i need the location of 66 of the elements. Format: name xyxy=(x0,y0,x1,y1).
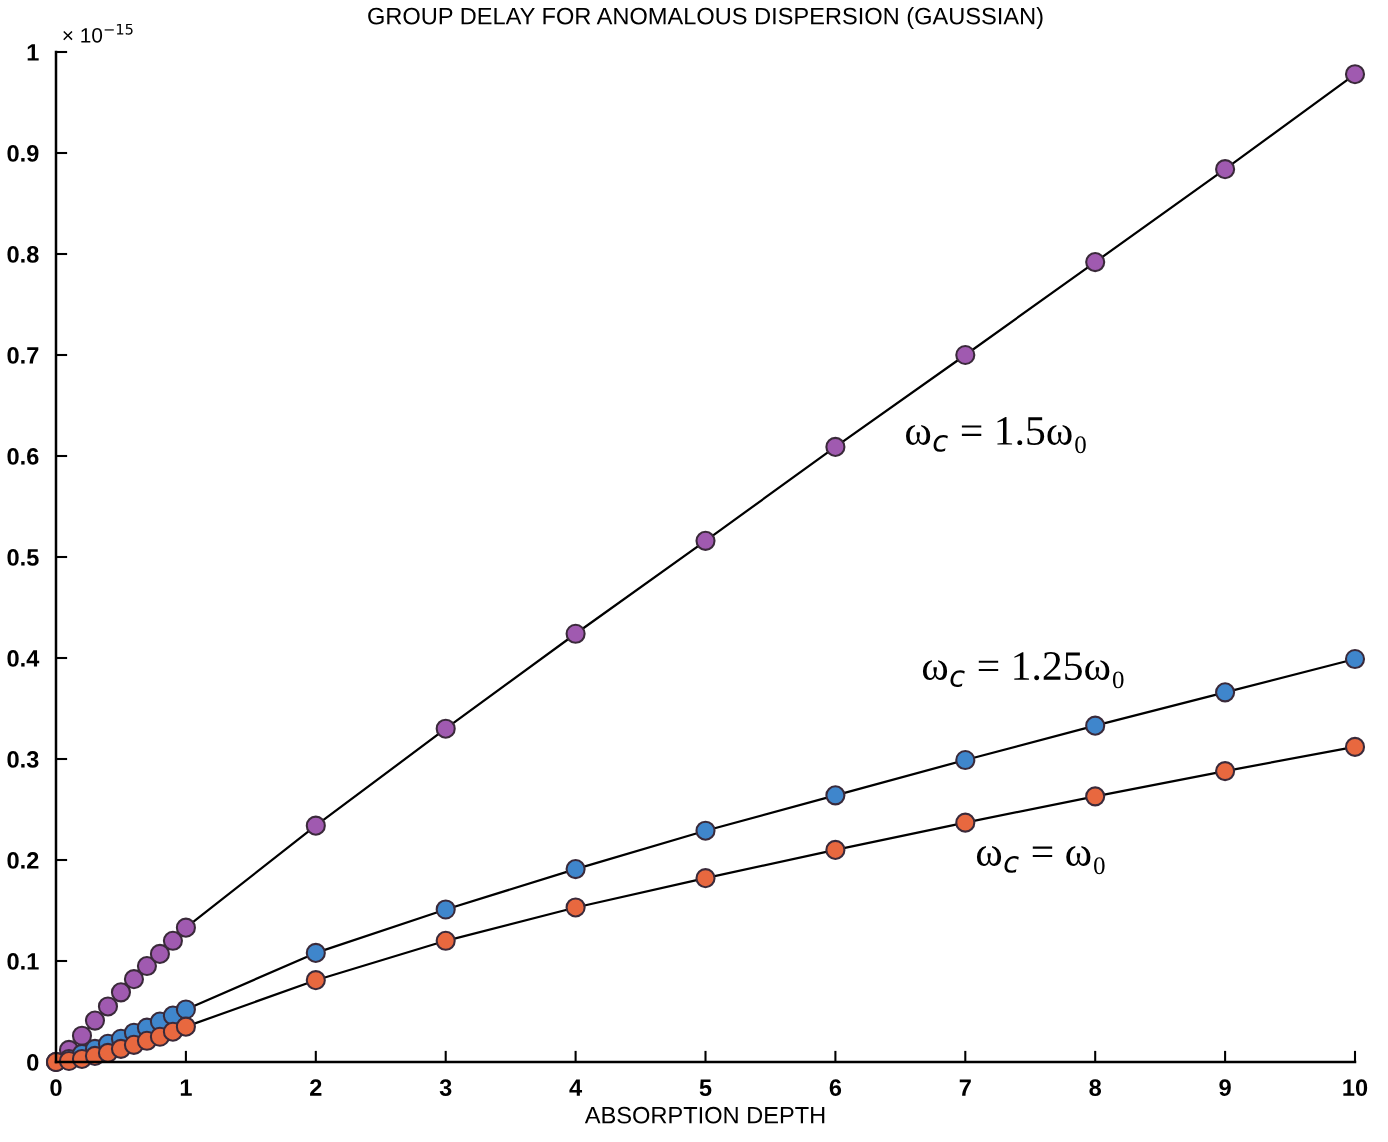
point xyxy=(175,917,196,938)
point xyxy=(825,436,846,457)
x-tick-label: 0 xyxy=(50,1079,62,1097)
point xyxy=(136,955,157,977)
point xyxy=(435,899,456,920)
point xyxy=(84,1010,106,1031)
y-tick-label: 0 xyxy=(27,1054,39,1071)
series-label: ω$_{c}$ = 1.25ω₀ xyxy=(922,652,1124,689)
point xyxy=(305,970,326,991)
point xyxy=(1085,786,1106,807)
x-tick-label: 8 xyxy=(1089,1079,1102,1097)
point xyxy=(97,996,119,1017)
point xyxy=(110,982,132,1003)
point xyxy=(825,839,846,860)
point xyxy=(695,868,716,889)
y-tick-label: 0.1 xyxy=(7,953,39,970)
point xyxy=(1085,715,1106,736)
x-tick-label: 7 xyxy=(959,1079,971,1096)
x-tick-label: 1 xyxy=(180,1079,192,1096)
x-tick-label: 4 xyxy=(569,1079,583,1096)
y-tick-label: 0.4 xyxy=(7,650,40,667)
y-tick-label: 0.5 xyxy=(7,549,39,566)
x-axis-title: ABSORPTION DEPTH xyxy=(584,1106,825,1124)
text: × 10$^{−15}$ xyxy=(63,23,133,43)
point xyxy=(955,344,976,366)
series-label: ω$_{c}$ = ω₀ xyxy=(976,846,1105,875)
point xyxy=(435,718,456,739)
series-label: ω$_{c}$ = 1.5ω₀ xyxy=(906,417,1086,454)
point xyxy=(162,930,183,951)
x-tick-label: 10 xyxy=(1343,1079,1368,1097)
point xyxy=(1085,252,1106,273)
point xyxy=(825,785,846,806)
y-tick-label: 0.3 xyxy=(7,751,39,768)
y-tick-label: 0.9 xyxy=(7,145,39,162)
point xyxy=(565,623,586,644)
point xyxy=(123,969,145,990)
point xyxy=(71,1025,93,1046)
y-tick-label: 0.6 xyxy=(7,448,39,465)
point xyxy=(305,942,326,963)
point xyxy=(695,530,716,551)
y-tick-label: 0.8 xyxy=(7,246,39,263)
x-tick-label: 2 xyxy=(310,1079,322,1096)
point xyxy=(149,943,170,964)
point xyxy=(435,930,456,951)
point xyxy=(1344,64,1366,85)
y-tick-label: 1 xyxy=(27,44,39,61)
point xyxy=(1344,648,1366,670)
point xyxy=(1215,761,1236,782)
point xyxy=(305,815,326,836)
y-tick-label: 0.2 xyxy=(7,852,39,869)
point xyxy=(955,749,976,771)
x-tick-label: 3 xyxy=(439,1079,452,1097)
point xyxy=(1215,159,1236,180)
point xyxy=(565,897,586,918)
point xyxy=(1344,736,1366,757)
y-tick-label: 0.7 xyxy=(7,347,39,364)
x-tick-label: 9 xyxy=(1219,1079,1231,1097)
point xyxy=(175,999,196,1020)
chart-title: GROUP DELAY FOR ANOMALOUS DISPERSION (GAUSSIAN) xyxy=(368,7,1043,30)
point xyxy=(1215,682,1236,703)
x-tick-label: 5 xyxy=(699,1079,712,1097)
x-tick-label: 6 xyxy=(829,1079,842,1097)
point xyxy=(175,1016,196,1037)
point xyxy=(695,820,716,841)
point xyxy=(955,812,976,833)
point xyxy=(565,859,586,880)
